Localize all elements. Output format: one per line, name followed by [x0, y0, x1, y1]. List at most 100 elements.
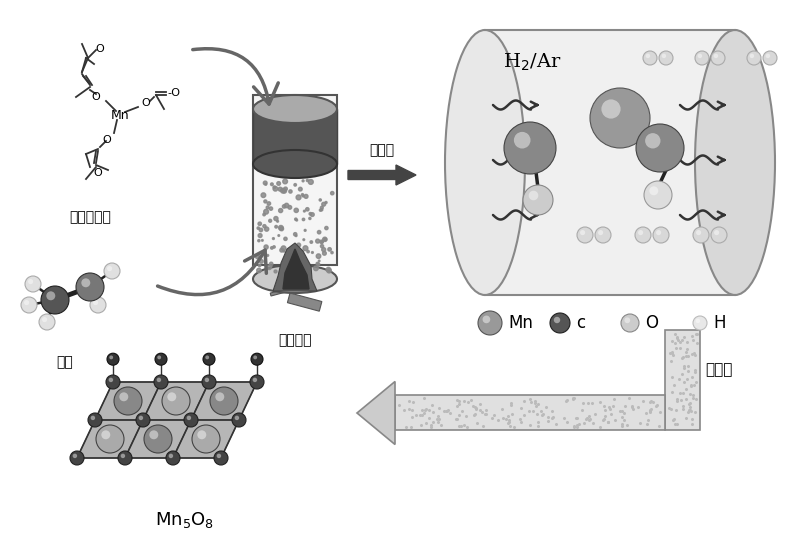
Circle shape — [41, 286, 69, 314]
Circle shape — [251, 353, 263, 365]
Circle shape — [635, 227, 651, 243]
Circle shape — [554, 317, 560, 323]
Circle shape — [258, 256, 261, 259]
Circle shape — [162, 387, 190, 415]
Circle shape — [319, 209, 322, 211]
Circle shape — [307, 179, 309, 182]
Polygon shape — [191, 382, 257, 420]
Circle shape — [303, 260, 307, 264]
Polygon shape — [77, 420, 143, 458]
Circle shape — [296, 195, 301, 200]
Circle shape — [265, 183, 267, 185]
Circle shape — [232, 413, 246, 427]
Circle shape — [330, 192, 334, 195]
Circle shape — [662, 53, 666, 58]
Circle shape — [478, 311, 502, 335]
Circle shape — [303, 210, 305, 212]
Circle shape — [328, 248, 331, 251]
Circle shape — [289, 190, 292, 193]
Circle shape — [280, 227, 284, 231]
Circle shape — [202, 375, 216, 389]
Circle shape — [278, 234, 280, 236]
Circle shape — [149, 431, 158, 439]
Circle shape — [656, 230, 661, 235]
Circle shape — [595, 227, 611, 243]
Circle shape — [283, 179, 288, 184]
Circle shape — [302, 180, 304, 182]
Circle shape — [327, 268, 331, 273]
Circle shape — [264, 209, 269, 214]
Circle shape — [263, 213, 265, 216]
Circle shape — [550, 313, 570, 333]
Circle shape — [321, 241, 323, 243]
Circle shape — [714, 230, 719, 235]
Circle shape — [309, 212, 312, 215]
Circle shape — [39, 314, 55, 330]
Text: 乙醇: 乙醇 — [57, 355, 73, 369]
Text: H: H — [713, 314, 725, 332]
Circle shape — [577, 227, 593, 243]
Circle shape — [284, 237, 287, 241]
Circle shape — [76, 273, 104, 301]
Circle shape — [91, 416, 95, 420]
Bar — [253, 95, 337, 265]
Circle shape — [523, 185, 553, 215]
Circle shape — [276, 182, 280, 185]
FancyArrow shape — [357, 382, 395, 444]
Circle shape — [265, 227, 269, 231]
Circle shape — [321, 206, 323, 209]
Circle shape — [274, 270, 277, 273]
Circle shape — [284, 267, 288, 271]
Circle shape — [144, 425, 172, 453]
Text: O: O — [103, 135, 111, 145]
Circle shape — [47, 291, 55, 300]
Circle shape — [314, 266, 318, 271]
Circle shape — [259, 228, 262, 232]
Bar — [288, 293, 322, 311]
Circle shape — [299, 267, 303, 270]
Circle shape — [326, 267, 331, 272]
Polygon shape — [125, 420, 191, 458]
Circle shape — [192, 425, 220, 453]
Circle shape — [157, 355, 161, 359]
Circle shape — [139, 416, 143, 420]
Circle shape — [318, 231, 321, 234]
Circle shape — [645, 133, 660, 149]
Circle shape — [696, 230, 702, 235]
Text: 热还原: 热还原 — [370, 143, 394, 157]
Circle shape — [580, 230, 585, 235]
Circle shape — [653, 227, 669, 243]
Text: O: O — [92, 92, 100, 102]
Circle shape — [136, 413, 150, 427]
Circle shape — [645, 53, 650, 58]
Circle shape — [294, 208, 299, 213]
Circle shape — [693, 316, 707, 330]
Circle shape — [316, 254, 321, 258]
Circle shape — [624, 317, 630, 323]
Circle shape — [257, 268, 261, 273]
Circle shape — [316, 239, 320, 243]
Circle shape — [321, 245, 324, 248]
Circle shape — [216, 392, 224, 401]
Circle shape — [104, 263, 120, 279]
Circle shape — [285, 267, 288, 269]
Circle shape — [308, 179, 314, 184]
Circle shape — [205, 378, 209, 382]
Circle shape — [304, 229, 306, 231]
Circle shape — [109, 355, 113, 359]
Circle shape — [90, 297, 106, 313]
Circle shape — [303, 195, 304, 197]
Circle shape — [254, 355, 257, 359]
Circle shape — [294, 233, 297, 236]
Circle shape — [276, 221, 279, 222]
Circle shape — [253, 378, 257, 382]
Circle shape — [321, 209, 323, 211]
Text: -O: -O — [167, 88, 180, 98]
Circle shape — [96, 425, 124, 453]
FancyArrow shape — [348, 165, 416, 185]
Circle shape — [21, 297, 37, 313]
Circle shape — [322, 237, 327, 242]
Circle shape — [322, 251, 326, 255]
Circle shape — [317, 263, 320, 266]
Circle shape — [119, 392, 128, 401]
